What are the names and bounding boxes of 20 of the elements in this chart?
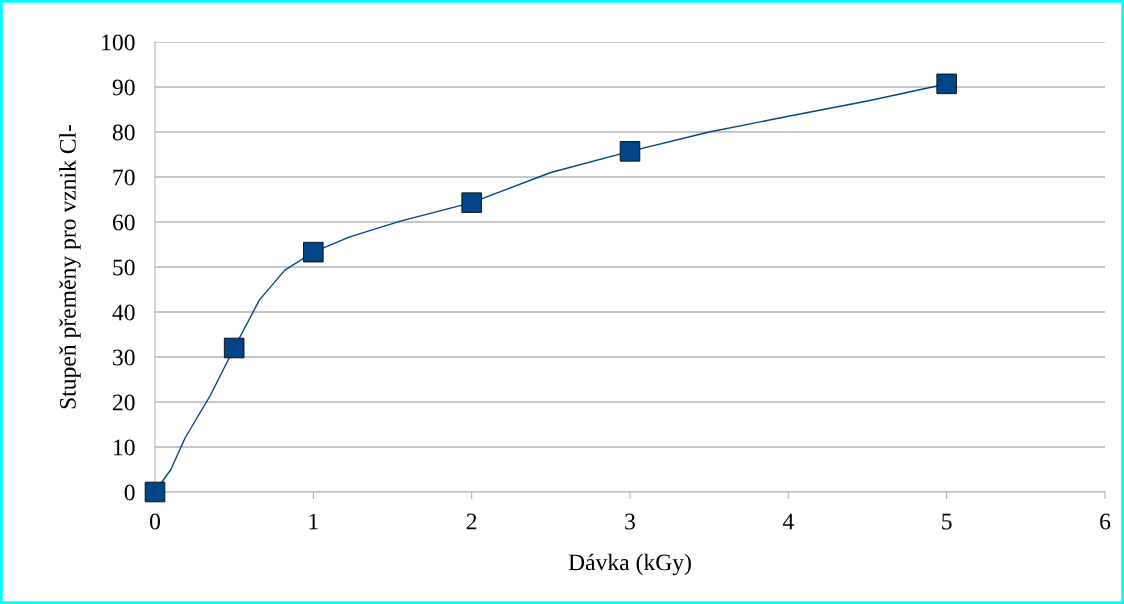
- x-tick-label: 4: [782, 513, 794, 530]
- x-tick-label: 5: [942, 513, 952, 530]
- x-tick-label: 2: [466, 513, 477, 530]
- y-tick-label: 20: [112, 394, 135, 411]
- y-tick-label: 0: [124, 484, 135, 501]
- y-tick-label: 70: [113, 169, 135, 186]
- x-tick-label: 3: [625, 513, 635, 530]
- x-tick-label: 1: [309, 513, 318, 530]
- y-tick-label: 60: [112, 214, 135, 231]
- y-tick-label: 50: [113, 259, 135, 276]
- x-axis-title: Dávka (kGy): [568, 553, 691, 576]
- x-tick-label: 6: [1100, 513, 1111, 530]
- y-tick-label: 100: [102, 34, 135, 51]
- y-tick-label: 40: [112, 304, 135, 321]
- y-tick-label: 10: [114, 439, 135, 456]
- y-axis-title: Stupeň přeměny pro vznik Cl-: [59, 124, 81, 409]
- y-tick-label: 90: [112, 79, 135, 96]
- y-tick-label: 30: [113, 349, 135, 366]
- x-tick-label: 0: [150, 513, 160, 530]
- y-tick-label: 80: [112, 124, 135, 141]
